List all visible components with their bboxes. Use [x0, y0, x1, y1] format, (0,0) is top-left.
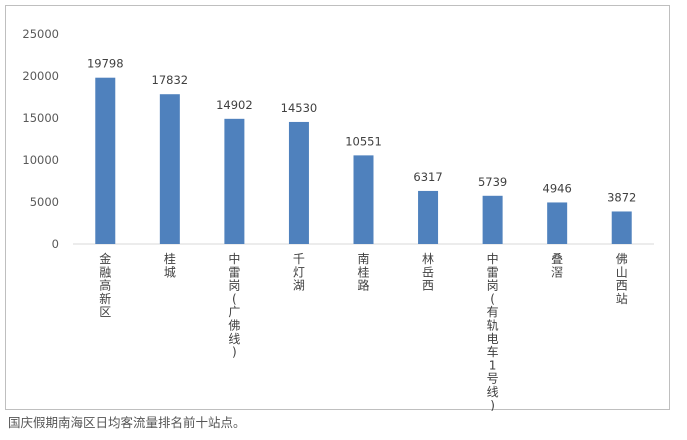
bar-1 [159, 94, 180, 244]
category-label-5: 林岳西 [422, 252, 434, 293]
category-label-3: 千灯湖 [293, 252, 305, 293]
y-tick-label-2: 10000 [22, 153, 59, 167]
category-label-2: 中雷岗(广佛线) [228, 251, 240, 359]
y-tick-label-3: 15000 [22, 111, 59, 125]
data-label-0: 19798 [87, 57, 124, 71]
category-label-8: 佛山西站 [616, 252, 628, 306]
bar-chart: 0 5000 10000 15000 20000 25000 19798 金融高新区 17832… [22, 27, 654, 411]
bar-3 [288, 121, 309, 244]
bar-7 [547, 202, 568, 244]
bar-4 [353, 155, 374, 244]
category-label-4: 南桂路 [357, 251, 369, 293]
y-tick-label-0: 0 [52, 237, 59, 251]
data-label-8: 3872 [607, 190, 636, 204]
chart-frame: 0 5000 10000 15000 20000 25000 19798 金融高新区 17832… [5, 5, 670, 411]
y-tick-label-5: 25000 [22, 27, 59, 41]
data-label-7: 4946 [543, 181, 572, 195]
chart-caption: 国庆假期南海区日均客流量排名前十站点。 [8, 415, 246, 430]
data-label-6: 5739 [478, 175, 507, 189]
data-label-2: 14902 [216, 98, 253, 112]
category-label-7: 叠滘 [551, 252, 563, 279]
bar-2 [224, 118, 245, 244]
data-label-3: 14530 [281, 101, 318, 115]
category-label-6: 中雷岗(有轨电车 1 号线) [487, 251, 499, 411]
category-label-1: 桂城 [164, 251, 176, 279]
data-label-1: 17832 [152, 73, 189, 87]
y-tick-label-4: 20000 [22, 69, 59, 83]
bar-0 [95, 77, 116, 244]
bar-5 [418, 190, 439, 244]
y-tick-label-1: 5000 [30, 195, 59, 209]
bar-6 [482, 195, 503, 244]
data-label-5: 6317 [413, 170, 442, 184]
bar-8 [611, 211, 632, 244]
data-label-4: 10551 [345, 134, 382, 148]
category-label-0: 金融高新区 [99, 251, 111, 319]
